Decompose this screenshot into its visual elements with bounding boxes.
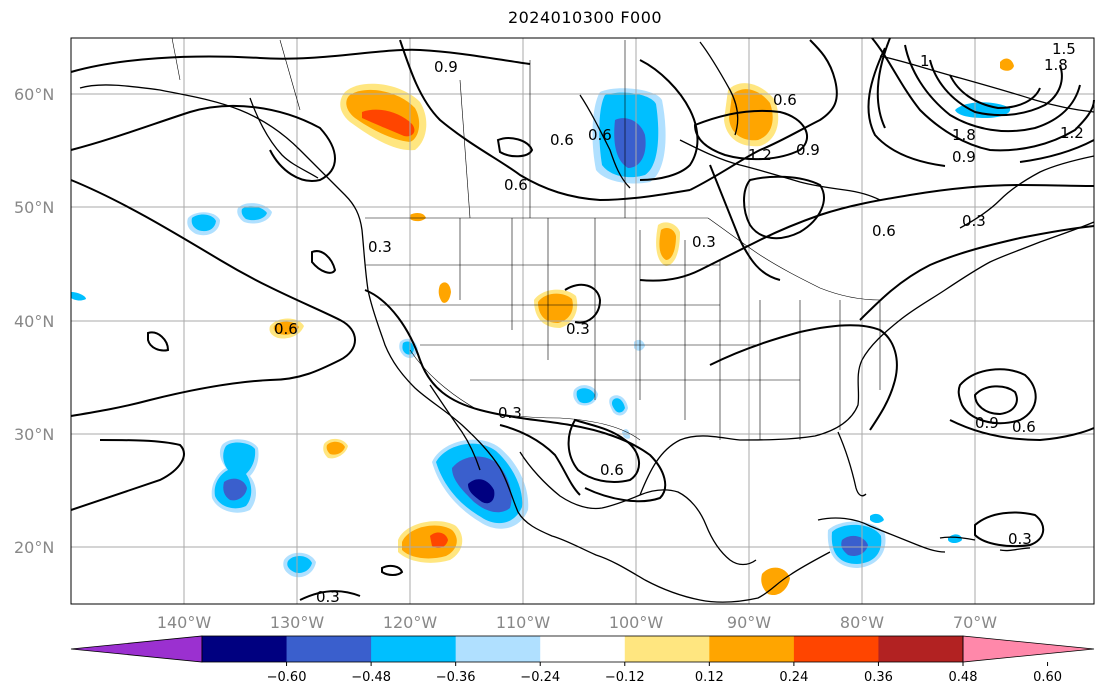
- anomaly-negative: [870, 513, 884, 523]
- contour-label: 1.5: [1052, 40, 1076, 58]
- contour-label: 0.9: [796, 141, 820, 159]
- lon-label: 130°W: [270, 613, 325, 632]
- contour-label: 0.6: [504, 176, 528, 194]
- colorbar-segment: [624, 636, 710, 662]
- colorbar-tick-label: 0.12: [695, 670, 724, 685]
- lat-label: 60°N: [14, 85, 54, 104]
- colorbar-tick-label: 0.48: [949, 670, 978, 685]
- contour-label: 0.6: [1012, 418, 1036, 436]
- anomaly-positive: [326, 441, 345, 455]
- anomaly-positive: [430, 532, 448, 548]
- colorbar: −0.60 −0.48 −0.36 −0.24 −0.12 0.12 0.24 0.36 0.4…: [70, 635, 1095, 685]
- contours: [70, 37, 1095, 601]
- colorbar-tick-label: −0.24: [520, 670, 560, 685]
- lon-label: 90°W: [727, 613, 771, 632]
- contour-label: 0.3: [498, 404, 522, 422]
- contour-label: 0.9: [952, 148, 976, 166]
- anomaly-negative: [71, 292, 86, 301]
- longitude-labels: 140°W 130°W 120°W 110°W 100°W 90°W 80°W …: [157, 613, 997, 632]
- colorbar-segment: [202, 636, 288, 662]
- colorbar-segment: [286, 636, 372, 662]
- contour-label: 0.3: [1008, 530, 1032, 548]
- contour-label: 0.3: [368, 238, 392, 256]
- contour-label: 0.6: [600, 461, 624, 479]
- contour-label: 1: [920, 52, 930, 70]
- anomaly-negative: [634, 339, 645, 351]
- anomaly-negative: [611, 398, 625, 413]
- anomaly-negative: [614, 118, 646, 168]
- contour-label: 0.6: [773, 91, 797, 109]
- contour-label: 0.3: [566, 320, 590, 338]
- lon-label: 110°W: [496, 613, 551, 632]
- anomaly-negative: [955, 102, 1011, 118]
- lat-label: 40°N: [14, 312, 54, 331]
- contour-label: 0.3: [962, 212, 986, 230]
- contour-label: 1.2: [1060, 124, 1084, 142]
- colorbar-tick-label: 0.24: [779, 670, 808, 685]
- anomaly-negative: [841, 535, 868, 556]
- contour-label: 0.6: [274, 320, 298, 338]
- colorbar-tick-label: −0.36: [436, 670, 476, 685]
- anomaly-positive: [273, 321, 299, 335]
- lon-label: 80°W: [840, 613, 884, 632]
- filled-anomalies: [71, 58, 1014, 596]
- colorbar-tick-label: 0.36: [864, 670, 893, 685]
- colorbar-segment: [793, 636, 879, 662]
- colorbar-extend-high: [962, 635, 1095, 663]
- colorbar-segment: [371, 636, 457, 662]
- anomaly-positive: [761, 567, 790, 596]
- lat-label: 50°N: [14, 198, 54, 217]
- lat-label: 20°N: [14, 538, 54, 557]
- contour-label: 0.6: [872, 222, 896, 240]
- anomaly-negative: [576, 388, 595, 404]
- anomaly-positive: [729, 89, 773, 141]
- contour-label: 0.3: [316, 588, 340, 606]
- contour-label: 1.8: [952, 126, 976, 144]
- latitude-labels: 60°N 50°N 40°N 30°N 20°N: [14, 85, 54, 557]
- anomaly-negative: [223, 478, 247, 501]
- colorbar-segment: [709, 636, 795, 662]
- colorbar-tick-label: −0.60: [267, 670, 307, 685]
- colorbar-tick-label: 0.60: [1033, 670, 1062, 685]
- anomaly-negative: [191, 214, 216, 232]
- contour-label: 1.8: [1044, 56, 1068, 74]
- contour-label: 0.6: [588, 126, 612, 144]
- contour-label: 0.6: [550, 131, 574, 149]
- lon-label: 140°W: [157, 613, 212, 632]
- anomaly-positive: [538, 293, 573, 323]
- anomaly-negative: [287, 555, 312, 573]
- anomaly-positive: [659, 228, 676, 260]
- contour-label: 0.9: [434, 58, 458, 76]
- map-title: 2024010300 F000: [507, 8, 663, 27]
- colorbar-segment: [455, 636, 541, 662]
- colorbar-extend-low: [70, 635, 203, 663]
- lat-label: 30°N: [14, 425, 54, 444]
- anomaly-positive: [438, 282, 451, 303]
- lon-label: 120°W: [383, 613, 438, 632]
- contour-labels: 0.9 0.6 0.6 0.6 0.9 1.2 0.6 0.3 0.3 0.6 …: [274, 40, 1084, 606]
- anomaly-positive: [1000, 58, 1014, 71]
- anomaly-negative: [468, 479, 495, 504]
- contour-label: 0.3: [692, 233, 716, 251]
- lon-label: 100°W: [609, 613, 664, 632]
- colorbar-tick-label: −0.12: [605, 670, 645, 685]
- map-frame: [70, 37, 1095, 605]
- colorbar-segment: [540, 636, 626, 662]
- contour-label: 0.9: [975, 414, 999, 432]
- lon-label: 70°W: [953, 613, 997, 632]
- colorbar-outline: [201, 635, 964, 663]
- state-borders: [171, 37, 881, 441]
- anomaly-positive: [362, 109, 415, 137]
- colorbar-segment: [878, 636, 964, 662]
- anomaly-negative: [241, 206, 267, 221]
- colorbar-tick-label: −0.48: [351, 670, 391, 685]
- anomaly-positive: [410, 213, 426, 222]
- contour-label: 1.2: [748, 146, 772, 164]
